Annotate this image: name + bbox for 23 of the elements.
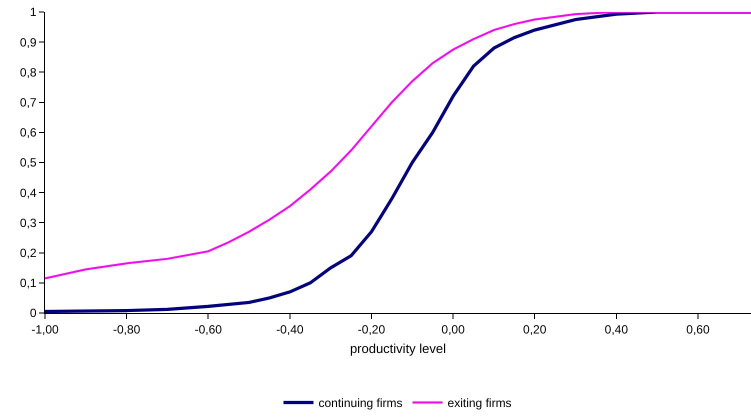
x-axis-title: productivity level	[350, 341, 446, 356]
x-tick-label: -0,40	[276, 322, 304, 336]
y-tick-label: 0,4	[20, 186, 37, 200]
x-tick-label: -0,20	[358, 322, 386, 336]
x-tick-label: 0,00	[441, 322, 466, 336]
y-tick-label: 1	[30, 5, 37, 20]
y-tick-label: 0,7	[20, 96, 37, 110]
y-tick-label: 0,3	[20, 216, 37, 230]
x-tick-label: 0,60	[686, 322, 710, 336]
x-tick-label: -1,00	[31, 322, 59, 336]
x-tick-label: -0,80	[112, 322, 141, 336]
legend-label: continuing firms	[318, 396, 403, 410]
y-tick-label: 0,5	[20, 156, 37, 170]
y-tick-label: 0,6	[20, 126, 37, 140]
y-tick-label: 0,1	[20, 276, 37, 290]
y-tick-label: 0,8	[20, 65, 37, 80]
y-tick-label: 0,9	[20, 35, 37, 50]
y-tick-label: 0	[30, 306, 37, 320]
y-tick-label: 0,2	[20, 246, 37, 260]
x-tick-label: 0,40	[604, 322, 628, 336]
x-tick-label: 0,20	[523, 322, 547, 336]
legend-label: exiting firms	[448, 396, 512, 410]
x-tick-label: -0,60	[194, 322, 222, 336]
